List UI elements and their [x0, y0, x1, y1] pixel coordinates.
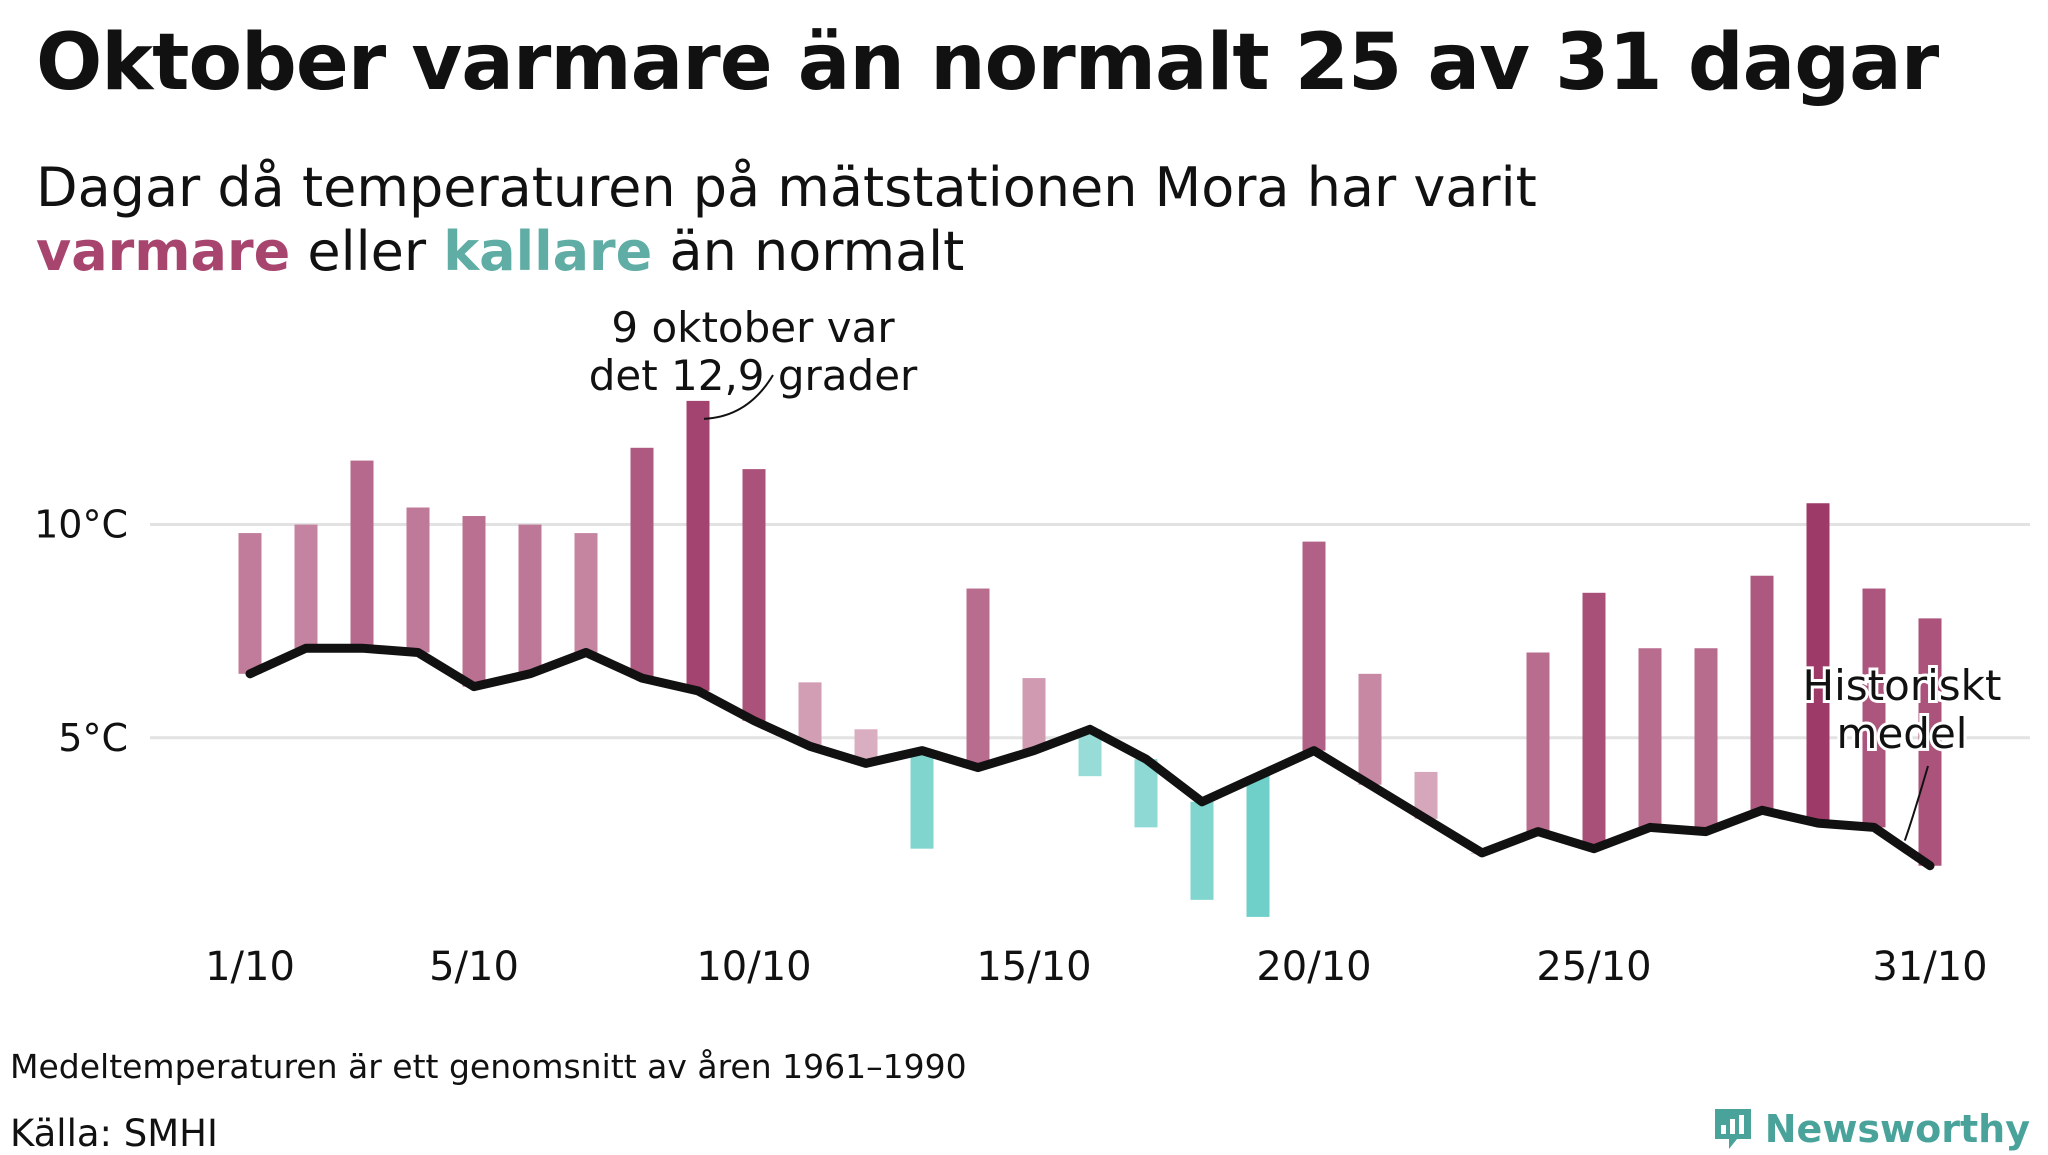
temperature-bar: [742, 469, 766, 721]
annotation-peak-text: det 12,9 grader: [589, 351, 918, 400]
x-tick-label: 1/10: [205, 944, 295, 990]
y-axis-labels: 5°C 10°C: [34, 503, 128, 760]
x-tick-label: 10/10: [696, 944, 811, 990]
gridlines: [150, 523, 2030, 740]
temperature-bar: [1918, 618, 1942, 866]
temperature-bar: [630, 447, 654, 679]
temperature-bar: [350, 460, 374, 649]
chart-subtitle: Dagar då temperaturen på mätstationen Mo…: [36, 156, 1537, 284]
temperature-bar: [1358, 673, 1382, 785]
x-tick-label: 5/10: [429, 944, 519, 990]
x-tick-label: 31/10: [1872, 944, 1987, 990]
annotation-mean-text: medel: [1837, 709, 1968, 758]
temperature-bars: [238, 400, 1942, 917]
temperature-bar: [574, 533, 598, 653]
brand-name: Newsworthy: [1764, 1107, 2030, 1151]
temperature-bar: [1134, 759, 1158, 828]
temperature-bar: [1806, 503, 1830, 824]
x-axis-labels: 1/10 5/10 10/10 15/10 20/10 25/10 31/10: [205, 944, 1988, 990]
subtitle-end-words: än normalt: [669, 220, 965, 283]
temperature-bar: [1638, 648, 1662, 828]
subtitle-middle-word: eller: [307, 220, 427, 283]
footnote: Medeltemperaturen är ett genomsnitt av å…: [10, 1047, 967, 1086]
x-tick-label: 25/10: [1536, 944, 1651, 990]
newsworthy-icon: [1714, 1109, 1751, 1149]
source-credit: Källa: SMHI: [10, 1112, 218, 1155]
mean-line: [245, 643, 1935, 871]
temperature-bar: [1750, 575, 1774, 811]
y-tick-label: 10°C: [34, 503, 128, 547]
temperature-bar: [406, 507, 430, 653]
annotation-peak-text: 9 oktober var: [611, 303, 895, 352]
temperature-bar: [1302, 541, 1326, 751]
temperature-bar: [1862, 588, 1886, 828]
temperature-bar: [686, 400, 710, 691]
temperature-bar: [854, 729, 878, 764]
temperature-bar: [1022, 678, 1046, 751]
legend-cold-word: kallare: [443, 220, 653, 283]
chart-title: Oktober varmare än normalt 25 av 31 daga…: [36, 18, 1939, 108]
legend-warm-word: varmare: [36, 220, 291, 283]
x-tick-label: 20/10: [1256, 944, 1371, 990]
temperature-bar: [1582, 592, 1606, 849]
temperature-bar: [1694, 648, 1718, 832]
temperature-bar: [294, 524, 318, 649]
annotation-mean-text: Historiskt: [1803, 661, 2002, 710]
temperature-bar: [518, 524, 542, 674]
annotation-peak-connector: [703, 374, 774, 420]
y-tick-label: 5°C: [58, 716, 128, 760]
temperature-bar: [1526, 652, 1550, 832]
temperature-bar: [238, 533, 262, 674]
temperature-bar: [1246, 776, 1270, 917]
historical-mean-line: [245, 643, 1935, 871]
newsworthy-logo: Newsworthy: [1711, 1105, 2030, 1153]
temperature-bar: [966, 588, 990, 768]
temperature-chart: 5°C 10°C 1/10 5/10 10/10 15/10 20/10 25/10 31/1…: [34, 300, 2030, 990]
temperature-bar: [798, 682, 822, 747]
x-tick-label: 15/10: [976, 944, 1091, 990]
temperature-bar: [462, 516, 486, 687]
annotation-mean-connector: [1903, 765, 1929, 841]
temperature-bar: [910, 750, 934, 849]
subtitle-line-2: varmare eller kallare än normalt: [36, 220, 1537, 284]
temperature-bar: [1078, 729, 1102, 777]
temperature-bar: [1190, 801, 1214, 900]
subtitle-line-1: Dagar då temperaturen på mätstationen Mo…: [36, 156, 1537, 219]
temperature-bar: [1414, 771, 1438, 819]
